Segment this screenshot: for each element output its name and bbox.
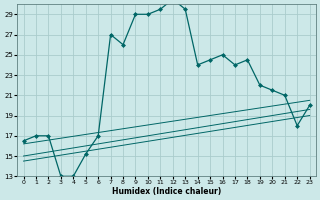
X-axis label: Humidex (Indice chaleur): Humidex (Indice chaleur) (112, 187, 221, 196)
